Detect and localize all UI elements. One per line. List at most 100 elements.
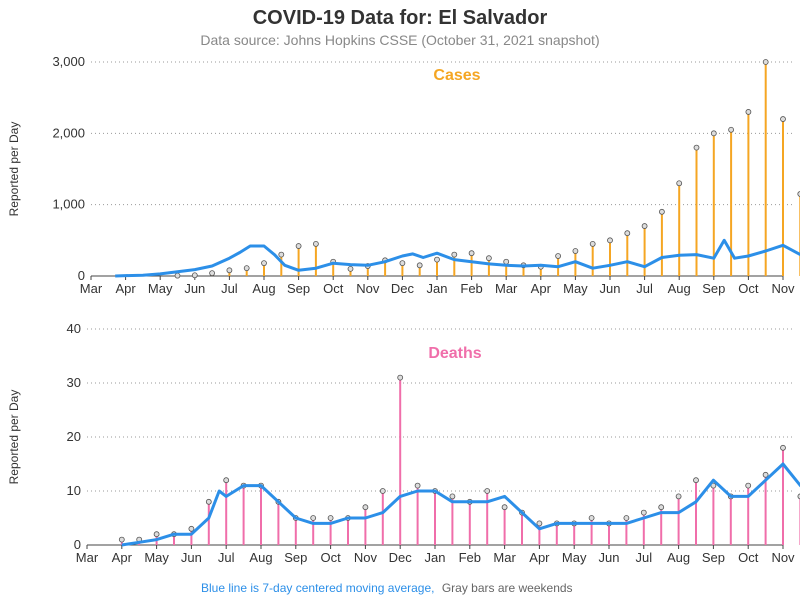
- deaths-panel: 0 10 20 30 40 Mar Apr May Jun Jul Aug Sep Oct Nov Dec J…: [7, 321, 800, 565]
- x-tick-label: Feb: [460, 281, 482, 296]
- data-point: [278, 251, 285, 258]
- data-point: [399, 260, 406, 267]
- data-point: [379, 488, 386, 494]
- chart-title: COVID-19 Data for: El Salvador: [253, 7, 548, 29]
- data-point: [780, 116, 786, 122]
- data-point: [327, 515, 334, 521]
- x-tick-label: Aug: [668, 281, 691, 296]
- data-point: [745, 482, 752, 489]
- cases-panel: 0 1,000 2,000 3,000 Mar Apr May Jun Jul Aug Sep Oct…: [7, 54, 800, 296]
- x-tick-label: May: [144, 550, 169, 565]
- x-tick-label: Nov: [356, 281, 380, 296]
- data-point: [501, 504, 508, 511]
- data-point: [607, 237, 613, 244]
- x-tick-label: Jan: [425, 550, 446, 565]
- x-tick-label: Sep: [287, 281, 310, 296]
- data-point: [624, 230, 631, 237]
- data-point: [243, 265, 250, 272]
- data-point: [226, 267, 233, 274]
- x-tick-label: Nov: [771, 281, 795, 296]
- data-point: [640, 509, 647, 516]
- data-point: [468, 250, 475, 257]
- x-tick-label: Jun: [600, 281, 621, 296]
- data-point: [295, 243, 302, 249]
- x-tick-label: Oct: [738, 550, 759, 565]
- x-tick-label: Jul: [636, 281, 653, 296]
- data-point: [312, 240, 319, 247]
- x-tick-label: Jul: [218, 550, 235, 565]
- panel-title: Cases: [433, 67, 480, 84]
- data-point: [710, 130, 717, 137]
- y-tick-label: 1,000: [52, 197, 85, 212]
- data-point: [416, 262, 423, 269]
- y-tick-label: 0: [78, 268, 85, 283]
- x-tick-label: Oct: [738, 281, 759, 296]
- x-tick-label: Aug: [252, 281, 275, 296]
- x-tick-label: Mar: [76, 550, 99, 565]
- moving-average-line: [115, 238, 800, 278]
- x-tick-label: Nov: [771, 550, 795, 565]
- data-point: [659, 208, 665, 215]
- data-point: [434, 256, 440, 263]
- x-tick-label: Apr: [115, 281, 136, 296]
- y-tick-label: 2,000: [52, 125, 85, 140]
- data-point: [589, 240, 596, 247]
- x-tick-label: Sep: [284, 550, 307, 565]
- x-tick-label: Jun: [184, 281, 205, 296]
- x-tick-label: Mar: [80, 281, 103, 296]
- data-point: [797, 191, 800, 197]
- x-tick-label: Aug: [667, 550, 690, 565]
- x-tick-label: Jul: [221, 281, 238, 296]
- footer-moving-average-note: Blue line is 7-day centered moving avera…: [201, 581, 434, 595]
- data-point: [536, 520, 543, 527]
- data-point: [745, 109, 752, 115]
- x-tick-label: Mar: [495, 281, 518, 296]
- y-tick-label: 30: [67, 375, 81, 390]
- chart-subtitle: Data source: Johns Hopkins CSSE (October…: [200, 32, 599, 48]
- data-point: [153, 531, 160, 538]
- data-point: [191, 272, 198, 279]
- data-point: [174, 272, 181, 279]
- moving-average-line: [121, 462, 800, 547]
- data-point: [762, 59, 769, 65]
- data-point: [797, 493, 800, 500]
- data-point: [261, 260, 267, 267]
- data-point: [693, 144, 700, 151]
- x-tick-label: Feb: [459, 550, 481, 565]
- x-tick-label: May: [148, 281, 173, 296]
- data-point: [223, 477, 230, 484]
- data-point: [780, 444, 786, 451]
- y-tick-label: 10: [67, 483, 81, 498]
- data-point: [118, 536, 125, 543]
- data-point: [451, 251, 458, 258]
- x-tick-label: Dec: [389, 550, 413, 565]
- data-point: [623, 515, 630, 521]
- data-point: [658, 504, 665, 511]
- data-point: [762, 471, 769, 478]
- data-point: [588, 515, 595, 521]
- x-tick-label: Aug: [249, 550, 272, 565]
- data-point: [209, 270, 216, 277]
- y-tick-label: 40: [67, 321, 81, 336]
- panel-title: Deaths: [428, 345, 481, 362]
- x-tick-label: Jan: [427, 281, 448, 296]
- data-point: [485, 255, 492, 262]
- data-point: [414, 482, 421, 489]
- x-tick-label: Mar: [493, 550, 516, 565]
- x-tick-label: Apr: [531, 281, 552, 296]
- footer-weekend-note: Gray bars are weekends: [442, 581, 573, 595]
- data-point: [449, 493, 456, 500]
- data-point: [728, 126, 734, 133]
- x-tick-label: Apr: [112, 550, 133, 565]
- data-point: [641, 223, 648, 229]
- data-point: [676, 180, 683, 187]
- x-tick-label: Nov: [354, 550, 378, 565]
- x-tick-label: Jun: [181, 550, 202, 565]
- data-point: [555, 253, 561, 259]
- y-axis-label: Reported per Day: [7, 390, 21, 485]
- x-tick-label: Oct: [323, 281, 344, 296]
- y-tick-label: 3,000: [52, 54, 85, 69]
- x-tick-label: May: [562, 550, 587, 565]
